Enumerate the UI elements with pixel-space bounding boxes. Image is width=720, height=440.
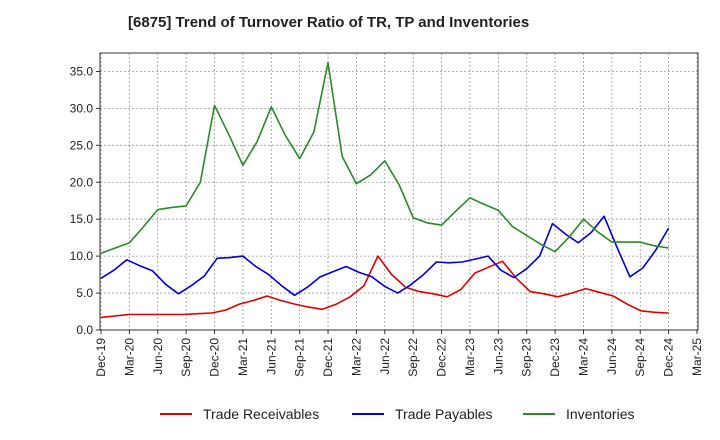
y-tick-label: 5.0 xyxy=(76,286,93,300)
x-tick-label: Dec-19 xyxy=(94,338,108,377)
y-tick-label: 25.0 xyxy=(70,138,94,152)
x-tick-label: Mar-21 xyxy=(236,338,250,376)
x-tick-label: Jun-23 xyxy=(491,338,505,375)
grid-layer xyxy=(100,53,698,331)
series-layer xyxy=(100,61,670,319)
x-tick-label: Jun-21 xyxy=(264,338,278,375)
axis-layer: 0.0 5.0 10.0 15.0 20.0 25.0 30.0 35.0 Dec-19 Mar-… xyxy=(70,64,704,376)
y-tick-label: 15.0 xyxy=(70,212,94,226)
x-tick-label: Sep-22 xyxy=(406,338,420,377)
y-tick-label: 10.0 xyxy=(70,249,94,263)
x-tick-label: Dec-23 xyxy=(548,338,562,377)
legend-label: Trade Receivables xyxy=(203,406,319,422)
plot-area-frame xyxy=(99,52,699,331)
x-tick-label: Sep-21 xyxy=(293,338,307,377)
x-tick-label: Mar-25 xyxy=(690,338,704,376)
x-tick-label: Sep-20 xyxy=(179,338,193,377)
y-tick-label: 35.0 xyxy=(70,64,94,78)
y-tick-label: 0.0 xyxy=(76,323,93,337)
x-tick-label: Mar-24 xyxy=(576,338,590,376)
y-tick-label: 20.0 xyxy=(70,175,94,189)
series-line-trade-receivables xyxy=(100,255,669,319)
x-tick-label: Dec-24 xyxy=(662,338,676,377)
x-tick-label: Jun-24 xyxy=(605,338,619,375)
legend: Trade Receivables Trade Payables Inventori… xyxy=(160,406,634,422)
y-tick-label: 30.0 xyxy=(70,101,94,115)
x-tick-label: Dec-21 xyxy=(321,338,335,377)
legend-label: Inventories xyxy=(566,406,634,422)
x-tick-label: Mar-20 xyxy=(122,338,136,376)
x-tick-label: Sep-23 xyxy=(520,338,534,377)
x-tick-label: Mar-23 xyxy=(463,338,477,376)
x-tick-label: Dec-22 xyxy=(435,338,449,377)
series-line-trade-payables xyxy=(100,215,670,297)
x-tick-label: Jun-20 xyxy=(151,338,165,375)
legend-label: Trade Payables xyxy=(395,406,493,422)
x-tick-label: Sep-24 xyxy=(633,338,647,377)
x-tick-label: Mar-22 xyxy=(349,338,363,376)
chart-title: [6875] Trend of Turnover Ratio of TR, TP… xyxy=(128,14,530,31)
x-tick-label: Jun-22 xyxy=(378,338,392,375)
x-tick-label: Dec-20 xyxy=(208,338,222,377)
series-line-inventories xyxy=(100,61,669,254)
